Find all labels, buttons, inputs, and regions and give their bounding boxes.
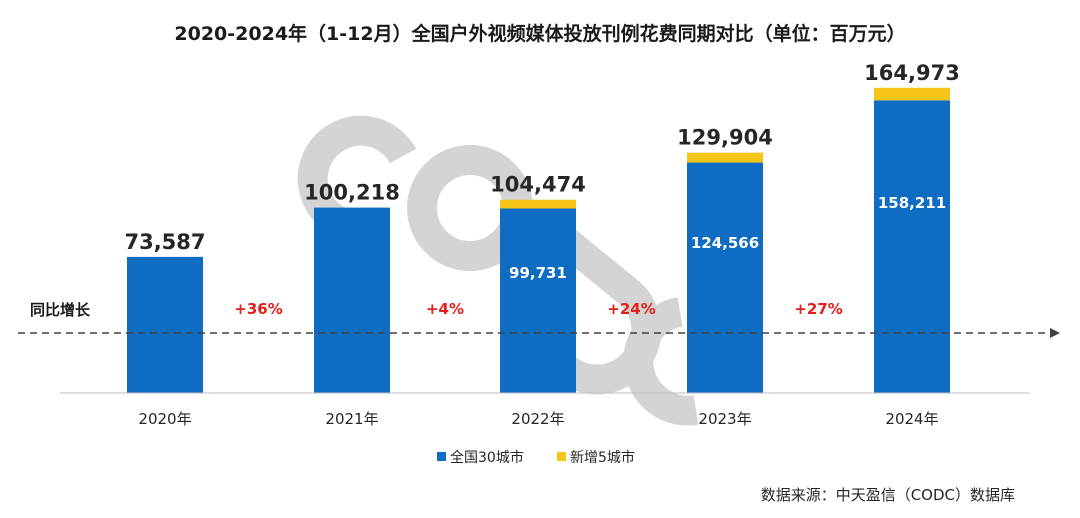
total-label: 73,587: [124, 230, 205, 254]
bar-30-cities: [127, 256, 203, 393]
inner-value-label: 158,211: [878, 194, 946, 212]
watermark-letter-c1: [297, 115, 417, 236]
bar-30-cities: [500, 208, 576, 393]
total-label: 129,904: [677, 126, 773, 150]
total-label: 100,218: [304, 181, 400, 205]
growth-rate-label: +36%: [234, 300, 282, 318]
growth-baseline-arrowhead: [1050, 328, 1060, 338]
watermark-letter-o: [407, 145, 533, 272]
bar-5-cities: [874, 87, 950, 101]
bar-30-cities: [314, 207, 390, 393]
watermark-letter-c2: [623, 297, 699, 426]
inner-value-label: 124,566: [691, 234, 759, 252]
growth-rate-label: +27%: [794, 300, 842, 318]
bar-30-cities: [687, 162, 763, 393]
x-tick-label: 2021年: [325, 410, 378, 428]
total-label: 164,973: [864, 61, 960, 85]
growth-label: 同比增长: [30, 301, 91, 319]
codc-watermark: [297, 115, 699, 426]
bar-30-cities: [874, 100, 950, 394]
bar-5-cities: [500, 199, 576, 209]
growth-rate-label: +4%: [426, 300, 464, 318]
watermark-letter-d: [502, 220, 662, 395]
x-tick-label: 2023年: [698, 410, 751, 428]
legend-label-5-cities: 新增5城市: [570, 449, 635, 466]
legend: 全国30城市 新增5城市: [437, 449, 635, 466]
source-note: 数据来源：中天盈信（CODC）数据库: [761, 486, 1015, 504]
legend-swatch-30-cities: [437, 452, 446, 461]
bar-5-cities: [687, 152, 763, 163]
x-tick-label: 2022年: [511, 410, 564, 428]
x-tick-label: 2024年: [885, 410, 938, 428]
growth-rate-label: +24%: [607, 300, 655, 318]
legend-swatch-5-cities: [557, 452, 566, 461]
total-label: 104,474: [490, 173, 586, 197]
x-tick-label: 2020年: [138, 410, 191, 428]
legend-label-30-cities: 全国30城市: [450, 449, 524, 466]
chart-title: 2020-2024年（1-12月）全国户外视频媒体投放刊例花费同期对比（单位：百…: [174, 22, 905, 45]
inner-value-label: 99,731: [509, 264, 567, 282]
